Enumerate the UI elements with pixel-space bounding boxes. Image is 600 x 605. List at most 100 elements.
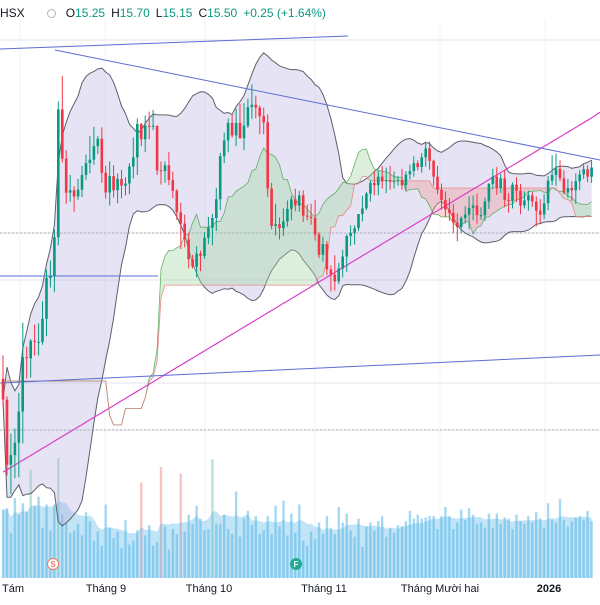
volume-bar: [416, 514, 419, 578]
volume-bar: [479, 522, 483, 578]
volume-bar: [108, 527, 111, 578]
volume-bar: [586, 510, 589, 578]
candle: [420, 157, 423, 167]
cloud-segment: [279, 164, 284, 286]
candle: [412, 163, 416, 171]
candle: [49, 275, 52, 278]
volume-bar: [333, 534, 336, 578]
cloud-segment: [168, 250, 173, 286]
candle: [250, 104, 254, 108]
candle: [467, 207, 471, 215]
cloud-segment: [228, 196, 233, 286]
volume-bar: [41, 527, 44, 578]
candle: [436, 176, 439, 190]
candle: [440, 189, 443, 200]
cloud-segment: [208, 225, 213, 286]
volume-bar: [388, 527, 392, 578]
cloud-segment: [394, 176, 398, 181]
trendline: [54, 49, 600, 161]
candle: [84, 163, 88, 175]
bollinger-upper-line: [2, 52, 592, 400]
volume-bar: [471, 514, 475, 578]
candle: [57, 109, 60, 238]
volume-bar: [377, 521, 380, 578]
candle: [139, 124, 143, 140]
candle: [226, 122, 230, 141]
volume-bar: [179, 473, 182, 578]
volume-bar: [72, 530, 76, 578]
candle: [159, 170, 163, 172]
volume-bar: [452, 529, 455, 578]
candle: [542, 203, 546, 215]
cloud-segment: [528, 188, 533, 192]
trendline: [0, 354, 600, 384]
volume-bar: [341, 522, 344, 578]
volume-bar: [554, 522, 558, 578]
candle: [396, 180, 400, 182]
candle: [392, 181, 396, 183]
cloud-segment: [247, 170, 252, 286]
volume-bar: [124, 519, 127, 578]
cloud-segment: [212, 221, 217, 286]
volume-bar: [404, 521, 408, 578]
volume-bar: [215, 523, 218, 578]
candle: [380, 176, 384, 182]
cloud-segment: [429, 180, 434, 215]
volume-bar: [550, 519, 554, 578]
candle: [207, 227, 210, 238]
volume-bar: [298, 504, 301, 578]
candle: [163, 165, 167, 171]
cloud-segment: [192, 214, 197, 286]
candle: [286, 208, 289, 222]
financial-event-icon[interactable]: F: [290, 558, 302, 570]
volume-bar: [230, 534, 234, 578]
volume-bar: [424, 517, 427, 578]
symbol-label: HSX: [0, 6, 25, 20]
candle: [499, 178, 502, 188]
candle: [266, 122, 269, 189]
volume-bar: [242, 518, 246, 578]
volume-bar: [250, 525, 254, 578]
volume-bar: [574, 517, 577, 578]
volume-bar: [349, 530, 352, 578]
candle: [305, 215, 309, 217]
candle: [491, 176, 495, 185]
candle: [41, 318, 44, 342]
time-axis[interactable]: Tám Tháng 9 Tháng 10 Tháng 11 Tháng Mười…: [0, 578, 600, 600]
volume-bar: [511, 529, 514, 578]
cloud-segment: [334, 188, 339, 227]
cloud-segment: [326, 195, 331, 260]
cloud-segment: [255, 156, 260, 286]
candle: [143, 125, 147, 140]
candle: [64, 158, 68, 193]
volume-bar: [49, 530, 52, 578]
candle: [309, 216, 313, 218]
cloud-segment: [358, 149, 363, 184]
cloud-segment: [180, 234, 185, 286]
volume-bar: [136, 530, 139, 578]
candle: [29, 340, 32, 359]
cloud-segment: [398, 177, 402, 181]
volume-bar: [144, 535, 147, 578]
volume-bar: [566, 526, 569, 578]
cloud-segment: [567, 195, 572, 203]
candle: [116, 178, 119, 191]
candle: [574, 181, 578, 191]
candle: [254, 104, 258, 108]
candle: [554, 168, 558, 175]
volume-bar: [116, 531, 119, 578]
candle: [471, 205, 475, 208]
candle: [179, 212, 182, 224]
open-value: O15.25: [65, 6, 106, 20]
cloud-segment: [583, 204, 588, 217]
cloud-segment: [287, 179, 292, 286]
candle: [353, 228, 356, 233]
volume-bar: [195, 505, 198, 578]
cloud-segment: [149, 373, 154, 382]
volume-bar: [234, 491, 238, 578]
split-event-icon[interactable]: S: [47, 558, 59, 570]
candle: [112, 176, 115, 191]
candle: [183, 223, 186, 240]
